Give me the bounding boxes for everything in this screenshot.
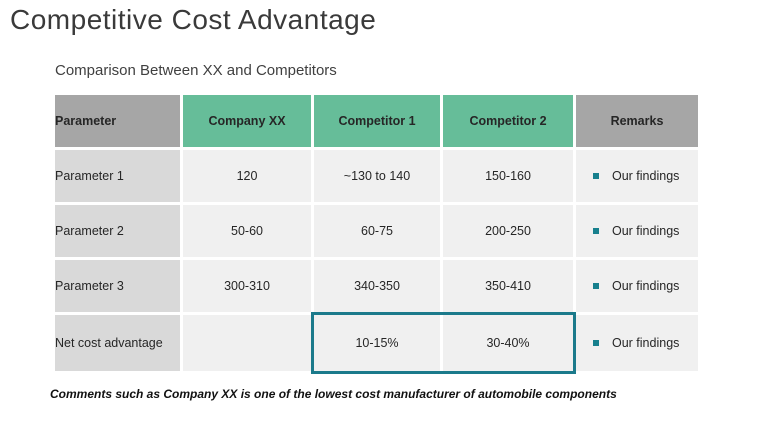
- bullet-icon: [593, 283, 599, 289]
- bullet-icon: [593, 340, 599, 346]
- value-cell: 60-75: [314, 205, 440, 257]
- remark-text: Our findings: [612, 169, 680, 183]
- value-cell: 120: [183, 150, 311, 202]
- remarks-cell: Our findings: [576, 260, 698, 312]
- remarks-cell: Our findings: [576, 205, 698, 257]
- value-cell: 30-40%: [443, 315, 573, 371]
- header-competitor-1: Competitor 1: [314, 95, 440, 147]
- header-competitor-2: Competitor 2: [443, 95, 573, 147]
- remark-item: Our findings: [576, 169, 698, 183]
- remarks-cell: Our findings: [576, 315, 698, 371]
- header-parameter: Parameter: [55, 95, 180, 147]
- remark-item: Our findings: [576, 224, 698, 238]
- value-cell: 350-410: [443, 260, 573, 312]
- remark-text: Our findings: [612, 224, 680, 238]
- table-row: Net cost advantage 10-15% 30-40% Our fin…: [55, 315, 698, 371]
- value-cell: 200-250: [443, 205, 573, 257]
- header-company-xx: Company XX: [183, 95, 311, 147]
- slide-title: Competitive Cost Advantage: [10, 4, 377, 35]
- remark-item: Our findings: [576, 279, 698, 293]
- row-label: Parameter 2: [55, 205, 180, 257]
- value-cell: [183, 315, 311, 371]
- footnote: Comments such as Company XX is one of th…: [50, 387, 617, 401]
- value-cell: 150-160: [443, 150, 573, 202]
- remark-text: Our findings: [612, 279, 680, 293]
- table-row: Parameter 2 50-60 60-75 200-250 Our find…: [55, 205, 698, 257]
- value-cell: 10-15%: [314, 315, 440, 371]
- table-row: Parameter 1 120 ~130 to 140 150-160 Our …: [55, 150, 698, 202]
- remark-text: Our findings: [612, 336, 680, 350]
- value-cell: ~130 to 140: [314, 150, 440, 202]
- value-cell: 50-60: [183, 205, 311, 257]
- value-cell: 300-310: [183, 260, 311, 312]
- comparison-table: Parameter Company XX Competitor 1 Compet…: [52, 92, 701, 374]
- bullet-icon: [593, 173, 599, 179]
- row-label: Parameter 1: [55, 150, 180, 202]
- table-caption: Comparison Between XX and Competitors: [55, 62, 337, 79]
- header-remarks: Remarks: [576, 95, 698, 147]
- remark-item: Our findings: [576, 336, 698, 350]
- value-cell: 340-350: [314, 260, 440, 312]
- table-header-row: Parameter Company XX Competitor 1 Compet…: [55, 95, 698, 147]
- bullet-icon: [593, 228, 599, 234]
- row-label: Parameter 3: [55, 260, 180, 312]
- row-label: Net cost advantage: [55, 315, 180, 371]
- remarks-cell: Our findings: [576, 150, 698, 202]
- table-row: Parameter 3 300-310 340-350 350-410 Our …: [55, 260, 698, 312]
